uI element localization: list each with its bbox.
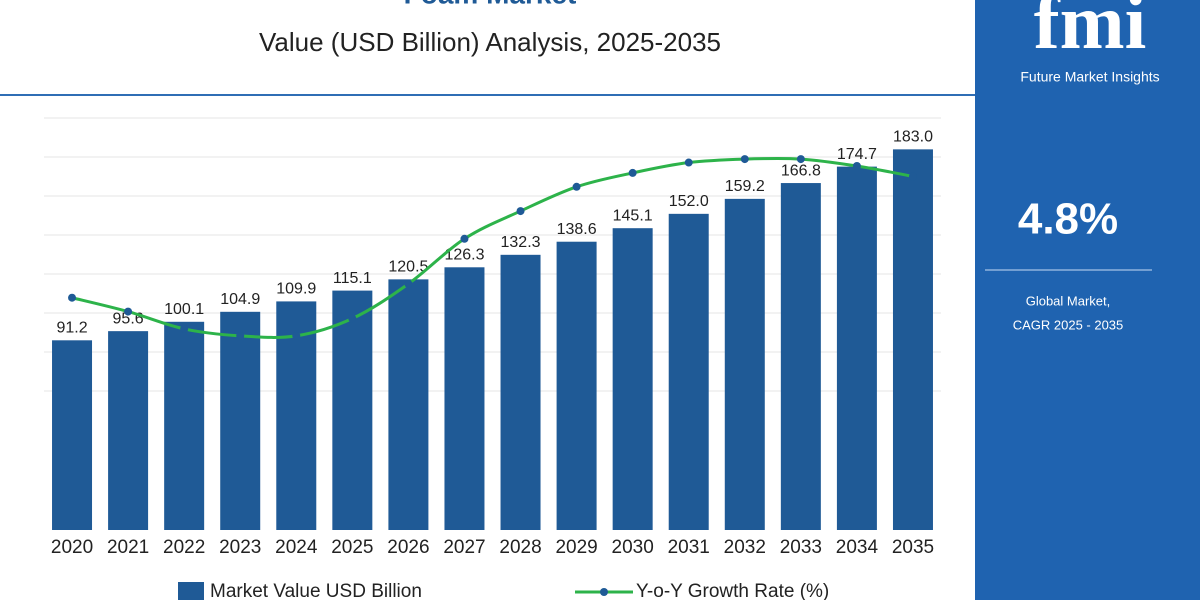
value-label: 152.0 (669, 193, 709, 210)
x-tick-label: 2022 (163, 537, 205, 558)
x-tick-label: 2032 (724, 537, 766, 558)
value-label: 174.7 (837, 146, 877, 163)
x-tick-label: 2034 (836, 537, 879, 558)
bar (780, 183, 821, 530)
x-tick-label: 2030 (612, 537, 654, 558)
bar (220, 311, 261, 530)
cagr-value: 4.8% (1018, 195, 1118, 244)
growth-marker (796, 155, 805, 164)
growth-marker (404, 279, 413, 288)
bar (500, 254, 541, 531)
value-label: 132.3 (501, 234, 541, 251)
cagr-caption: Global Market, (1026, 293, 1111, 308)
value-label: 100.1 (164, 301, 204, 318)
bar (612, 228, 653, 530)
growth-marker (180, 324, 189, 333)
growth-marker (348, 314, 357, 323)
x-tick-label: 2023 (219, 537, 261, 558)
x-tick-label: 2026 (387, 537, 429, 558)
growth-marker (516, 207, 525, 216)
bar (892, 149, 933, 531)
growth-marker (908, 172, 917, 181)
bar (388, 279, 429, 530)
logo: fmi (1034, 0, 1147, 65)
growth-marker (740, 155, 749, 164)
bar (52, 340, 93, 530)
value-label: 104.9 (220, 291, 260, 308)
growth-marker (68, 293, 77, 302)
x-tick-label: 2020 (51, 537, 93, 558)
x-tick-label: 2028 (499, 537, 541, 558)
value-label: 159.2 (725, 178, 765, 195)
side-panel (975, 0, 1200, 600)
growth-marker (460, 234, 469, 243)
value-label: 138.6 (557, 221, 597, 238)
legend-swatch (600, 588, 608, 596)
value-label: 109.9 (276, 281, 316, 298)
value-label: 120.5 (388, 259, 428, 276)
bar (332, 290, 373, 530)
bar (444, 267, 485, 530)
x-tick-label: 2035 (892, 537, 934, 558)
chart-title: Foam Market (404, 0, 577, 9)
bar (164, 321, 205, 530)
bar (556, 241, 597, 530)
value-label: 183.0 (893, 129, 933, 146)
legend-label: Market Value USD Billion (210, 581, 422, 600)
growth-marker (124, 307, 133, 316)
value-label: 126.3 (444, 247, 484, 264)
x-tick-label: 2027 (443, 537, 485, 558)
x-tick-label: 2024 (275, 537, 318, 558)
legend-label: Y-o-Y Growth Rate (%) (636, 581, 829, 600)
growth-marker (292, 331, 301, 340)
cagr-caption: CAGR 2025 - 2035 (1013, 317, 1124, 332)
bar (668, 213, 709, 530)
x-tick-label: 2033 (780, 537, 822, 558)
x-tick-label: 2025 (331, 537, 373, 558)
value-label: 166.8 (781, 162, 821, 179)
value-label: 115.1 (333, 270, 372, 287)
bar (724, 198, 765, 530)
growth-marker (572, 182, 581, 191)
bar (836, 166, 877, 530)
bar (108, 331, 149, 530)
brand: Future Market Insights (1020, 69, 1159, 85)
legend-swatch (178, 582, 204, 600)
chart-subtitle: Value (USD Billion) Analysis, 2025-2035 (259, 27, 721, 57)
x-tick-label: 2031 (668, 537, 710, 558)
value-label: 91.2 (56, 320, 87, 337)
x-tick-label: 2029 (555, 537, 597, 558)
value-label: 145.1 (613, 207, 653, 224)
x-tick-label: 2021 (107, 537, 149, 558)
growth-marker (628, 168, 637, 177)
growth-line (71, 156, 914, 339)
growth-marker (684, 158, 693, 167)
growth-marker (852, 162, 861, 170)
growth-marker (236, 331, 245, 340)
